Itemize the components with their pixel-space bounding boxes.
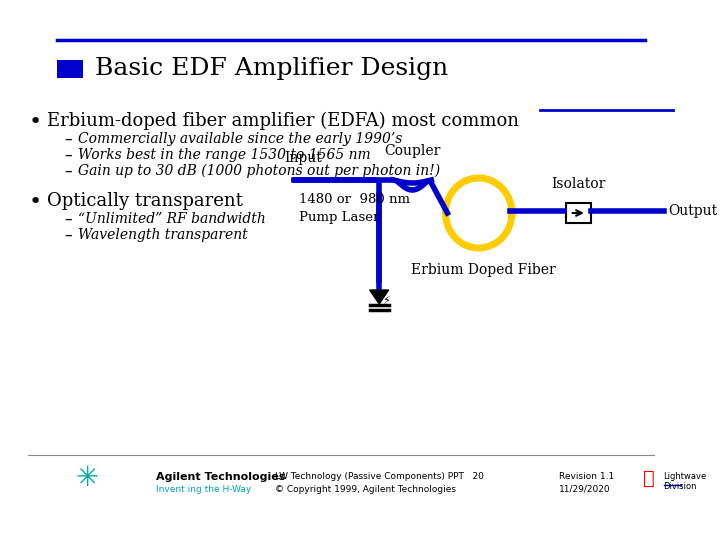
Text: Output: Output: [668, 204, 717, 218]
Text: Works best in the range 1530 to 1565 nm: Works best in the range 1530 to 1565 nm: [78, 148, 370, 162]
FancyBboxPatch shape: [566, 203, 590, 223]
Text: Commercially available since the early 1990’s: Commercially available since the early 1…: [78, 132, 402, 146]
Text: Wavelength transparent: Wavelength transparent: [78, 228, 248, 242]
Text: Input: Input: [284, 151, 322, 165]
Text: Gain up to 30 dB (1000 photons out per photon in!): Gain up to 30 dB (1000 photons out per p…: [78, 164, 440, 178]
Text: Erbium Doped Fiber: Erbium Doped Fiber: [411, 263, 556, 277]
Text: Erbium-doped fiber amplifier (EDFA) most common: Erbium-doped fiber amplifier (EDFA) most…: [48, 112, 519, 130]
Text: Isolator: Isolator: [551, 177, 606, 191]
Text: –: –: [65, 148, 72, 163]
Text: Agilent Technologies: Agilent Technologies: [156, 472, 286, 482]
Text: Optically transparent: Optically transparent: [48, 192, 243, 210]
Text: Revision 1.1: Revision 1.1: [559, 472, 615, 481]
Polygon shape: [369, 290, 389, 304]
Text: ⚡: ⚡: [382, 296, 390, 306]
Text: 🔆: 🔆: [644, 469, 655, 488]
Text: Division: Division: [664, 482, 697, 491]
Text: –: –: [65, 228, 72, 243]
Text: –: –: [65, 164, 72, 179]
Text: 11/29/2020: 11/29/2020: [559, 485, 611, 494]
Text: •: •: [28, 112, 42, 132]
Text: Basic EDF Amplifier Design: Basic EDF Amplifier Design: [95, 57, 448, 80]
Text: Invent ing the H-Way: Invent ing the H-Way: [156, 485, 252, 494]
FancyBboxPatch shape: [57, 60, 84, 78]
Text: Lightwave: Lightwave: [664, 472, 707, 481]
Text: 1480 or  980 nm
Pump Laser: 1480 or 980 nm Pump Laser: [299, 193, 410, 224]
Text: © Copyright 1999, Agilent Technologies: © Copyright 1999, Agilent Technologies: [275, 485, 456, 494]
Text: •: •: [28, 192, 42, 212]
Text: “Unlimited” RF bandwidth: “Unlimited” RF bandwidth: [78, 212, 266, 226]
Text: –: –: [65, 212, 72, 227]
Text: ✳: ✳: [76, 464, 99, 492]
Text: LW Technology (Passive Components) PPT   20: LW Technology (Passive Components) PPT 2…: [275, 472, 484, 481]
Text: –: –: [65, 132, 72, 147]
Text: Coupler: Coupler: [384, 144, 441, 158]
